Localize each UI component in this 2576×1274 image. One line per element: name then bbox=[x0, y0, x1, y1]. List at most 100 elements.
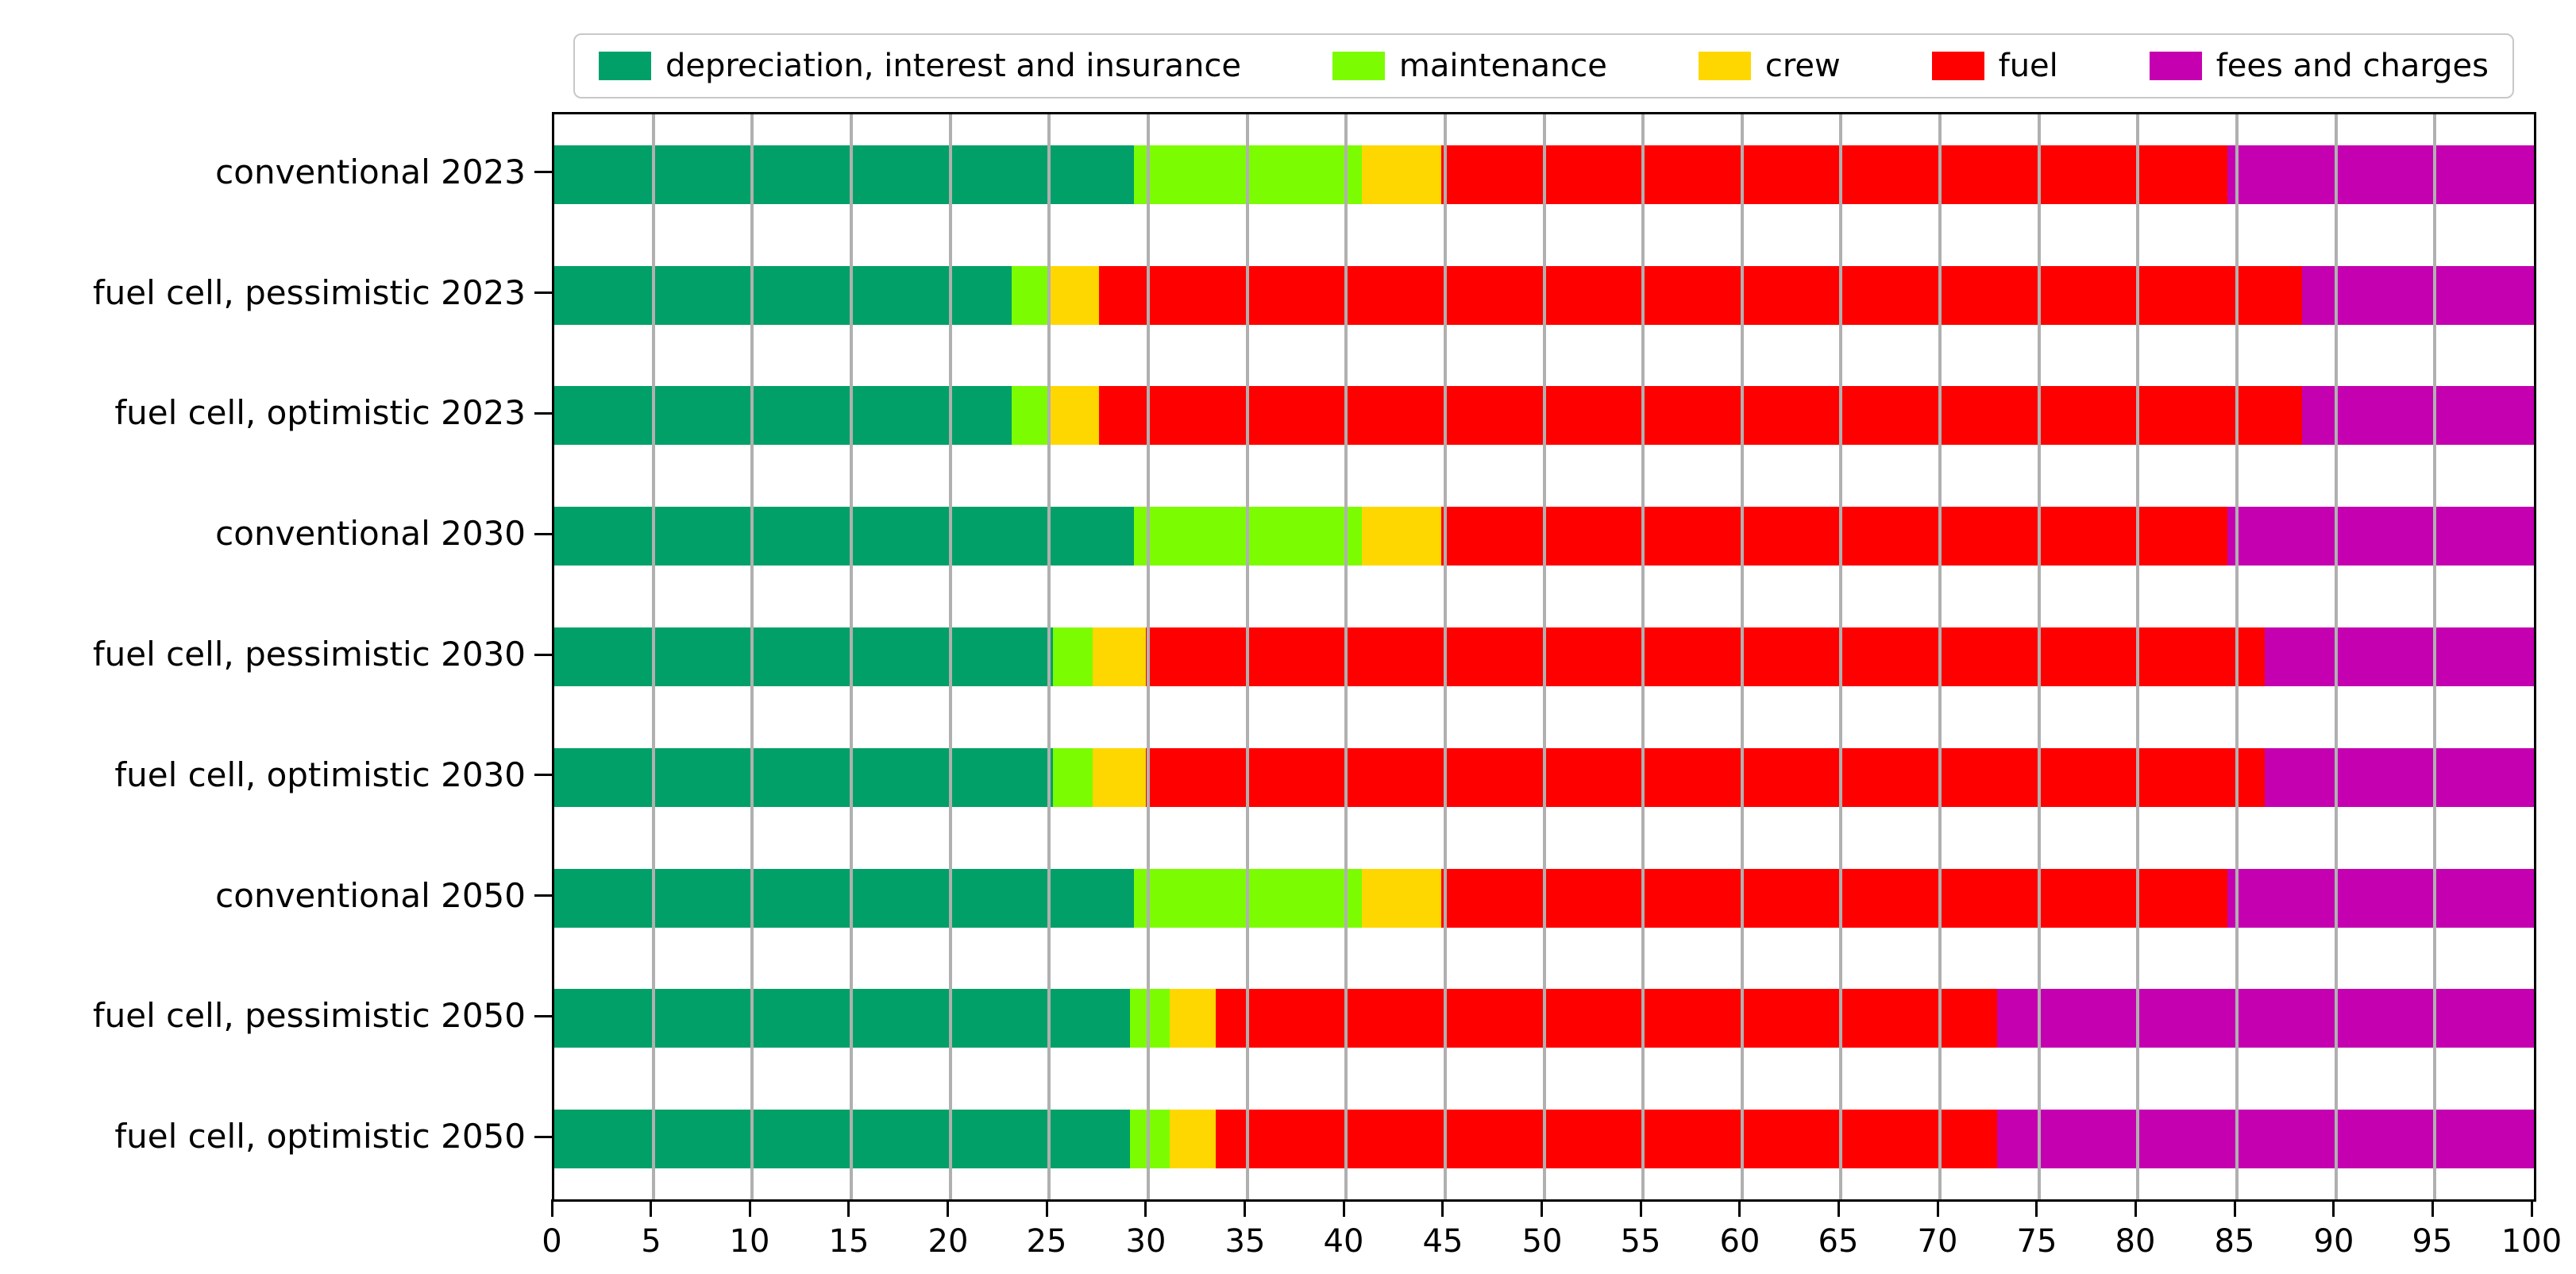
x-tick-label: 25 bbox=[1026, 1223, 1067, 1260]
x-tick-label: 80 bbox=[2115, 1223, 2156, 1260]
x-tick bbox=[1046, 1199, 1048, 1217]
x-tick-label: 35 bbox=[1224, 1223, 1266, 1260]
y-tick-label: fuel cell, optimistic 2023 bbox=[114, 393, 526, 432]
bar-segment bbox=[554, 386, 1012, 445]
legend-label: maintenance bbox=[1398, 48, 1607, 84]
legend-swatch-icon bbox=[599, 52, 651, 80]
x-tick bbox=[2134, 1199, 2137, 1217]
y-tick-label: fuel cell, pessimistic 2023 bbox=[92, 273, 526, 312]
gridline bbox=[1147, 114, 1150, 1199]
gridline bbox=[949, 114, 952, 1199]
gridline bbox=[1839, 114, 1842, 1199]
bar-segment bbox=[1997, 989, 2534, 1048]
gridline bbox=[1047, 114, 1051, 1199]
gridline bbox=[2136, 114, 2139, 1199]
gridline bbox=[750, 114, 754, 1199]
x-tick-label: 70 bbox=[1917, 1223, 1958, 1260]
bar-segment bbox=[1362, 507, 1441, 566]
gridline bbox=[1246, 114, 1249, 1199]
legend-swatch-icon bbox=[2149, 52, 2202, 80]
bar-segment bbox=[2227, 145, 2534, 204]
bar-segment bbox=[1011, 386, 1047, 445]
bar-segment bbox=[554, 266, 1012, 325]
x-tick bbox=[749, 1199, 751, 1217]
bar-segment bbox=[1215, 989, 1998, 1048]
y-tick-label: fuel cell, pessimistic 2030 bbox=[92, 635, 526, 674]
x-tick bbox=[1838, 1199, 1840, 1217]
gridline bbox=[1938, 114, 1942, 1199]
legend-label: crew bbox=[1764, 48, 1841, 84]
bar-segment bbox=[1098, 386, 2303, 445]
bar-segment bbox=[2227, 507, 2534, 566]
x-tick-label: 95 bbox=[2412, 1223, 2453, 1260]
bar-segment bbox=[1997, 1110, 2534, 1168]
plot-area bbox=[552, 112, 2536, 1202]
x-tick bbox=[2234, 1199, 2236, 1217]
bar-segment bbox=[1047, 386, 1099, 445]
legend-item: depreciation, interest and insurance bbox=[599, 48, 1241, 84]
bar-segment bbox=[2302, 386, 2534, 445]
bar-segment bbox=[2264, 748, 2534, 807]
y-tick bbox=[534, 412, 552, 415]
x-tick-label: 0 bbox=[542, 1223, 562, 1260]
gridline bbox=[1543, 114, 1546, 1199]
x-tick bbox=[1441, 1199, 1444, 1217]
y-tick bbox=[534, 291, 552, 294]
gridline bbox=[850, 114, 853, 1199]
bar-row bbox=[554, 627, 2534, 686]
y-tick-label: fuel cell, optimistic 2030 bbox=[114, 755, 526, 794]
bar-segment bbox=[1440, 869, 2227, 928]
bar-row bbox=[554, 266, 2534, 325]
gridline bbox=[2335, 114, 2338, 1199]
x-tick bbox=[2332, 1199, 2335, 1217]
x-tick bbox=[1244, 1199, 1246, 1217]
legend-label: fuel bbox=[1998, 48, 2058, 84]
x-tick bbox=[1144, 1199, 1147, 1217]
bar-segment bbox=[554, 507, 1135, 566]
bar-row bbox=[554, 145, 2534, 204]
bar-segment bbox=[1098, 266, 2303, 325]
bar-segment bbox=[2264, 627, 2534, 686]
x-tick-label: 65 bbox=[1818, 1223, 1859, 1260]
bar-segment bbox=[554, 748, 1054, 807]
y-tick bbox=[534, 533, 552, 535]
gridline bbox=[652, 114, 655, 1199]
bar-segment bbox=[554, 989, 1131, 1048]
bar-segment bbox=[1130, 989, 1170, 1048]
x-tick bbox=[2531, 1199, 2533, 1217]
y-tick-label: conventional 2050 bbox=[215, 876, 526, 915]
x-tick-label: 55 bbox=[1620, 1223, 1661, 1260]
x-tick-label: 100 bbox=[2501, 1223, 2563, 1260]
gridline bbox=[1444, 114, 1447, 1199]
x-tick bbox=[947, 1199, 949, 1217]
bar-segment bbox=[554, 145, 1135, 204]
legend-swatch-icon bbox=[1698, 52, 1751, 80]
x-tick-label: 5 bbox=[641, 1223, 661, 1260]
bar-segment bbox=[554, 627, 1054, 686]
legend-swatch-icon bbox=[1332, 52, 1385, 80]
bar-segment bbox=[1146, 748, 2265, 807]
x-tick bbox=[650, 1199, 652, 1217]
x-tick-label: 75 bbox=[2016, 1223, 2057, 1260]
bar-segment bbox=[1170, 1110, 1216, 1168]
legend-label: depreciation, interest and insurance bbox=[665, 48, 1241, 84]
y-tick-label: conventional 2023 bbox=[215, 152, 526, 191]
y-tick bbox=[534, 171, 552, 173]
bar-segment bbox=[1146, 627, 2265, 686]
y-tick bbox=[534, 654, 552, 656]
bar-segment bbox=[1053, 748, 1093, 807]
bar-segment bbox=[1093, 748, 1147, 807]
bar-row bbox=[554, 507, 2534, 566]
x-tick bbox=[1541, 1199, 1543, 1217]
gridline bbox=[2433, 114, 2436, 1199]
gridline bbox=[1741, 114, 1744, 1199]
bar-segment bbox=[1170, 989, 1216, 1048]
bar-segment bbox=[2302, 266, 2534, 325]
y-tick bbox=[534, 1136, 552, 1138]
bar-segment bbox=[1093, 627, 1147, 686]
x-tick bbox=[2035, 1199, 2038, 1217]
y-tick-label: fuel cell, pessimistic 2050 bbox=[92, 996, 526, 1035]
bar-segment bbox=[1215, 1110, 1998, 1168]
x-tick-label: 85 bbox=[2214, 1223, 2255, 1260]
y-tick-label: conventional 2030 bbox=[215, 514, 526, 553]
